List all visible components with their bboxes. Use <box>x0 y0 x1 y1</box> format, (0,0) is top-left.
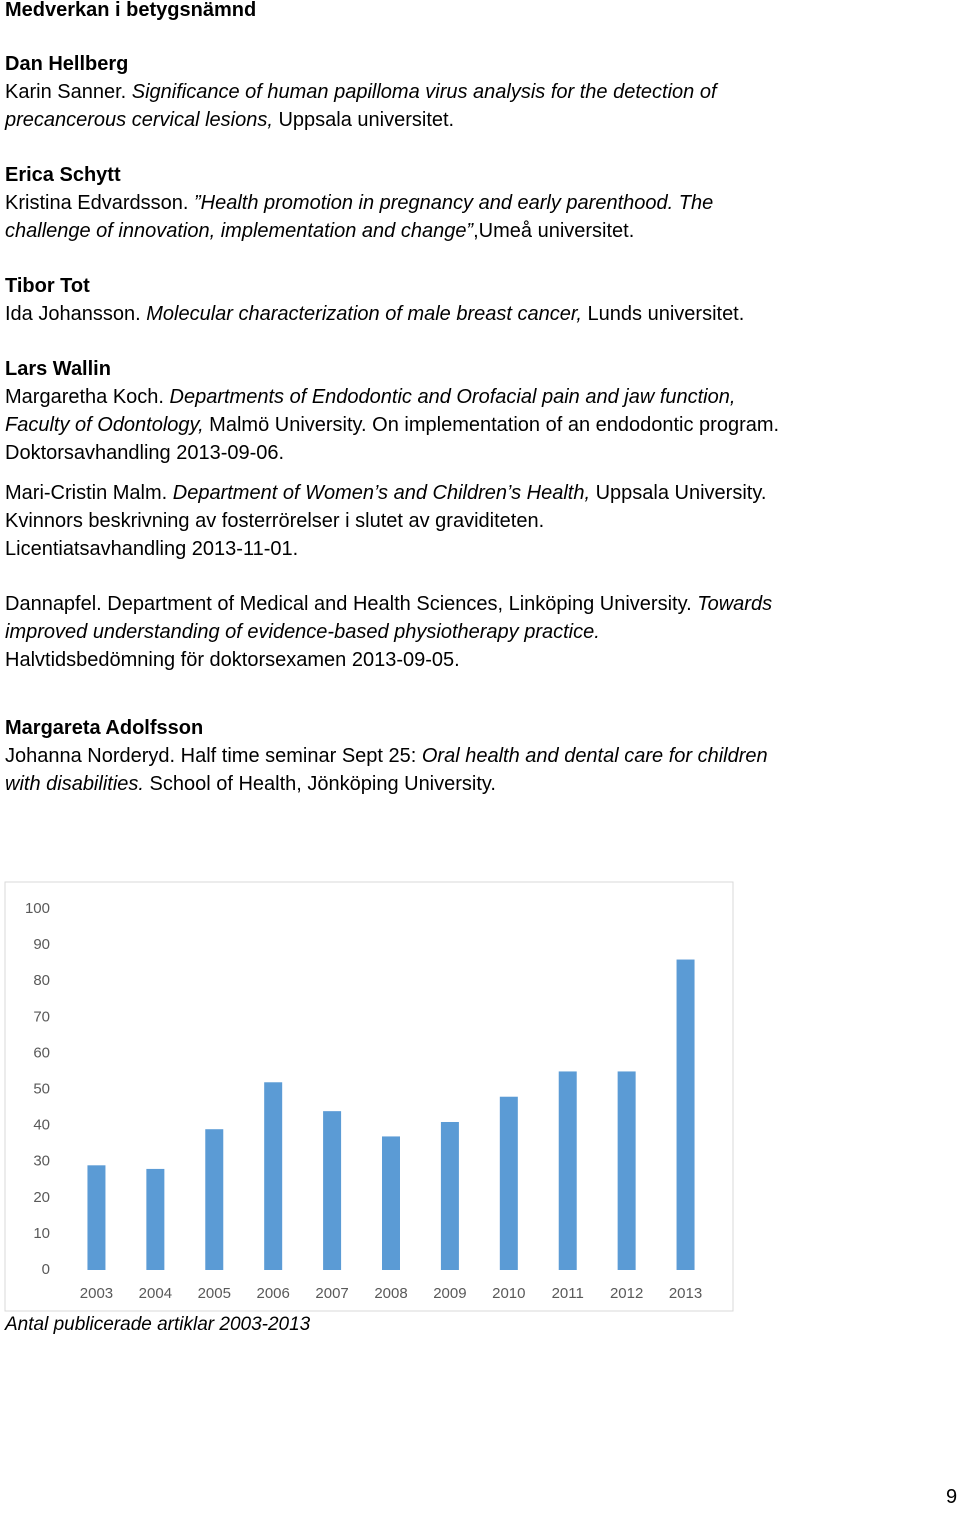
text-line: Dan Hellberg <box>5 50 128 78</box>
text-run: Ida Johansson. <box>5 303 147 325</box>
text-run: ”Health promotion in pregnancy and early… <box>193 192 714 214</box>
text-run: precancerous cervical lesions, <box>5 109 273 131</box>
text-run: Significance of human papilloma virus an… <box>131 81 717 103</box>
bar <box>617 1071 636 1270</box>
bar <box>87 1165 106 1270</box>
y-tick-label: 10 <box>33 1225 50 1242</box>
text-run: Erica Schytt <box>5 164 121 186</box>
y-tick-label: 80 <box>33 972 50 989</box>
text-run: Karin Sanner. <box>5 81 132 103</box>
caption: Antal publicerade artiklar 2003-2013 <box>5 1314 311 1335</box>
x-tick-label: 2008 <box>374 1285 407 1302</box>
bar <box>440 1121 459 1270</box>
bar <box>558 1071 577 1270</box>
text-run: Dan Hellberg <box>5 53 129 75</box>
text-line: Dannapfel. Department of Medical and Hea… <box>5 590 772 618</box>
text-line: precancerous cervical lesions, Uppsala u… <box>5 106 454 134</box>
y-tick-label: 50 <box>33 1080 50 1097</box>
text-line: Faculty of Odontology, Malmö University.… <box>5 411 779 439</box>
text-line: with disabilities. School of Health, Jön… <box>5 770 496 798</box>
text-run: Oral health and dental care for children <box>421 745 768 767</box>
text-run: Faculty of Odontology, <box>5 414 204 436</box>
bar <box>264 1082 283 1270</box>
text-run: Margareta Adolfsson <box>5 717 204 739</box>
text-run: Medverkan i betygsnämnd <box>5 0 257 21</box>
text-run: Kristina Edvardsson. <box>5 192 194 214</box>
text-line: Mari-Cristin Malm. Department of Women’s… <box>5 479 766 507</box>
text-run: improved understanding of evidence-based… <box>5 621 600 643</box>
text-line: improved understanding of evidence-based… <box>5 618 600 646</box>
text-run: Tibor Tot <box>5 275 90 297</box>
text-line: Lars Wallin <box>5 355 111 383</box>
x-tick-label: 2010 <box>492 1285 525 1302</box>
text-run: with disabilities. <box>5 773 144 795</box>
text-line: Kvinnors beskrivning av fosterrörelser i… <box>5 507 544 535</box>
x-tick-label: 2003 <box>80 1285 113 1302</box>
x-tick-label: 2004 <box>139 1285 172 1302</box>
x-tick-label: 2009 <box>433 1285 466 1302</box>
text-run: Mari-Cristin Malm. <box>5 482 173 504</box>
y-tick-label: 90 <box>33 936 50 953</box>
text-run: School of Health, Jönköping University. <box>143 773 496 795</box>
text-line: challenge of innovation, implementation … <box>5 217 634 245</box>
y-tick-label: 20 <box>33 1189 50 1206</box>
page-number: 9 <box>946 1486 958 1508</box>
text-line: Tibor Tot <box>5 272 90 300</box>
bar <box>676 959 695 1270</box>
text-line: Margaretha Koch. Departments of Endodont… <box>5 383 735 411</box>
x-tick-label: 2006 <box>256 1285 289 1302</box>
text-line: Kristina Edvardsson. ”Health promotion i… <box>5 189 713 217</box>
bar <box>499 1096 518 1270</box>
chart: 0 10 20 30 40 50 60 70 80 90 100 2003 2004 2005 2006 20… <box>4 881 734 1312</box>
text-line: Margareta Adolfsson <box>5 714 203 742</box>
text-run: Licentiatsavhandling 2013-11-01. <box>5 538 299 560</box>
chart-frame <box>4 881 734 1312</box>
y-tick-label: 40 <box>33 1117 50 1134</box>
text-line: Erica Schytt <box>5 161 121 189</box>
x-tick-label: 2011 <box>552 1285 584 1302</box>
bar <box>382 1136 400 1270</box>
text-run: Malmö University. On implementation of a… <box>203 414 780 436</box>
x-tick-label: 2012 <box>610 1285 643 1302</box>
text-run: Uppsala universitet. <box>272 109 455 131</box>
text-line: Ida Johansson. Molecular characterizatio… <box>5 300 744 328</box>
y-tick-label: 60 <box>33 1044 50 1061</box>
bar <box>205 1129 224 1270</box>
text-run: Margaretha Koch. <box>5 386 170 408</box>
y-tick-label: 0 <box>42 1261 50 1278</box>
text-line: Medverkan i betygsnämnd <box>5 0 256 24</box>
text-run: Uppsala University. <box>590 482 767 504</box>
text-run: Doktorsavhandling 2013-09-06. <box>5 442 285 464</box>
text-run: Johanna Norderyd. Half time seminar Sept… <box>5 745 422 767</box>
text-run: challenge of innovation, implementation … <box>5 220 474 242</box>
text-run: Departments of Endodontic and Orofacial … <box>169 386 736 408</box>
text-run: Department of Women’s and Children’s Hea… <box>172 482 591 504</box>
y-tick-label: 100 <box>25 900 50 917</box>
text-line: Johanna Norderyd. Half time seminar Sept… <box>5 742 768 770</box>
x-tick-label: 2007 <box>315 1285 348 1302</box>
text-line: Licentiatsavhandling 2013-11-01. <box>5 535 298 563</box>
text-run: Lars Wallin <box>5 358 111 380</box>
text-run: ,Umeå universitet. <box>473 220 635 242</box>
text-line: Karin Sanner. Significance of human papi… <box>5 78 717 106</box>
y-tick-label: 70 <box>33 1008 50 1025</box>
text-run: Halvtidsbedömning för doktorsexamen 2013… <box>5 649 460 671</box>
bar <box>323 1111 342 1270</box>
text-line: Doktorsavhandling 2013-09-06. <box>5 439 284 467</box>
text-run: Towards <box>697 593 773 615</box>
text-run: Kvinnors beskrivning av fosterrörelser i… <box>5 510 545 532</box>
bar <box>146 1168 165 1270</box>
x-tick-label: 2005 <box>198 1285 231 1302</box>
x-tick-label: 2013 <box>669 1285 702 1302</box>
y-tick-label: 30 <box>33 1153 50 1170</box>
text-run: Lunds universitet. <box>581 303 745 325</box>
text-run: Dannapfel. Department of Medical and Hea… <box>5 593 698 615</box>
text-run: Molecular characterization of male breas… <box>146 303 582 325</box>
text-line: Halvtidsbedömning för doktorsexamen 2013… <box>5 646 460 674</box>
